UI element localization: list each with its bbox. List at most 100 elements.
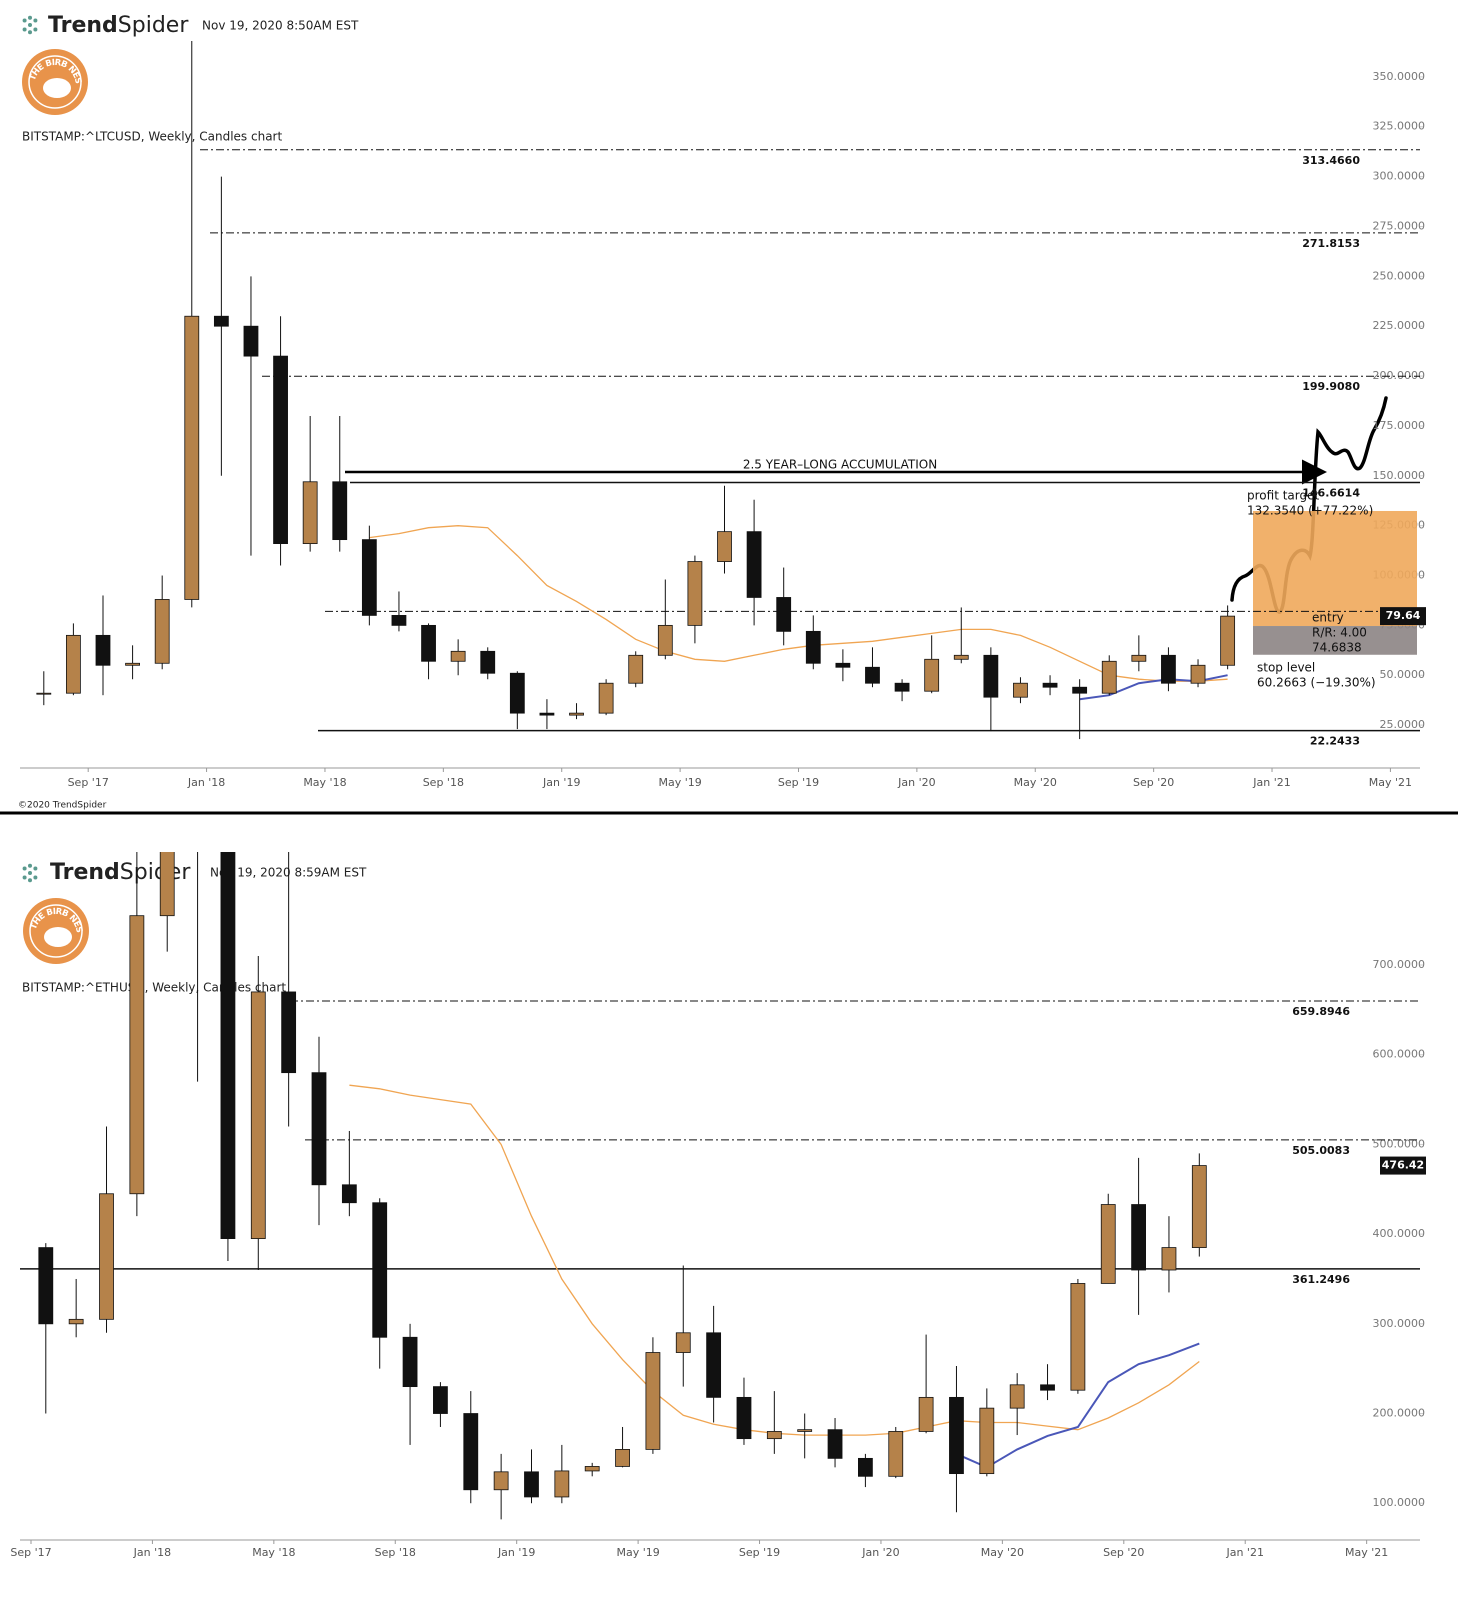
y-tick-label: 25.0000 <box>1380 718 1426 731</box>
candle-body <box>598 682 614 714</box>
candle-body <box>953 654 969 660</box>
plot-area <box>20 852 1420 1520</box>
icon-dot <box>22 875 27 880</box>
candle-body <box>68 1318 84 1325</box>
candle-body <box>657 624 673 656</box>
candle-body <box>281 991 297 1074</box>
icon-dot <box>28 15 32 20</box>
y-tick-label: 300.0000 <box>1373 170 1426 183</box>
candle-body <box>1161 654 1176 684</box>
level-label: 22.2433 <box>1310 735 1360 748</box>
icon-dot <box>33 18 38 23</box>
candle-body <box>302 481 318 545</box>
brand: TrendSpider <box>50 860 191 885</box>
candle-body <box>402 1336 418 1388</box>
logo-bird <box>43 78 71 98</box>
candle-body <box>554 1470 570 1498</box>
x-tick-label: May '19 <box>616 1546 659 1559</box>
x-tick-label: May '19 <box>658 776 701 789</box>
x-tick-label: May '21 <box>1369 776 1412 789</box>
logo-bird <box>44 927 72 947</box>
position-label: stop level <box>1257 661 1315 675</box>
x-tick-label: Jan '20 <box>861 1546 899 1559</box>
candle-body <box>766 1431 782 1440</box>
candle-body <box>894 682 910 692</box>
candle-body <box>463 1413 479 1491</box>
y-tick-label: 200.0000 <box>1373 1407 1426 1420</box>
y-tick-label: 350.0000 <box>1373 70 1426 83</box>
candle-body <box>675 1332 691 1353</box>
candle-body <box>493 1471 509 1491</box>
stop-zone <box>1253 626 1417 655</box>
icon-dot <box>22 18 27 23</box>
symbol-label: BITSTAMP:^ETHUSD, Weekly, Candles chart <box>22 981 286 995</box>
candle-body <box>797 1429 813 1432</box>
candle-body <box>924 658 940 692</box>
brand-bold: Trend <box>48 13 118 38</box>
x-tick-label: Sep '17 <box>10 1546 51 1559</box>
level-label: 361.2496 <box>1292 1273 1350 1286</box>
timestamp: Nov 19, 2020 8:50AM EST <box>202 19 359 33</box>
candle-body <box>1072 686 1088 694</box>
candle-body <box>1220 615 1236 666</box>
candle-body <box>615 1449 630 1467</box>
candle-body <box>65 634 81 694</box>
brand-light: Spider <box>120 860 192 885</box>
moving-average <box>369 525 1228 682</box>
candle-body <box>480 650 496 674</box>
candle-body <box>391 615 407 626</box>
candle-body <box>243 325 259 357</box>
candle-body <box>584 1466 600 1472</box>
y-tick-label: 500.0000 <box>1373 1137 1426 1150</box>
brand-icon <box>22 15 38 35</box>
candle-body <box>1190 664 1206 684</box>
icon-dot <box>28 878 32 883</box>
candle-body <box>361 539 377 616</box>
level-label: 505.0083 <box>1292 1144 1350 1157</box>
candle-body <box>433 1386 448 1414</box>
candle-body <box>250 991 266 1240</box>
y-tick-label: 700.0000 <box>1373 958 1426 971</box>
candle-body <box>524 1471 539 1498</box>
candle-body <box>776 597 792 632</box>
y-tick-label: 600.0000 <box>1373 1048 1426 1061</box>
candle-body <box>129 915 145 1195</box>
level-label: 659.8946 <box>1292 1005 1350 1018</box>
candle-body <box>1042 682 1058 688</box>
annotation: 2.5 YEAR–LONG ACCUMULATION <box>743 458 937 472</box>
position-label: 74.6838 <box>1312 641 1362 655</box>
candle-body <box>421 624 436 662</box>
icon-dot <box>28 871 32 875</box>
x-tick-label: May '20 <box>1014 776 1057 789</box>
candle-body <box>888 1431 904 1477</box>
candle-body <box>628 654 644 684</box>
candle-body <box>1013 682 1028 698</box>
candle-body <box>311 1072 327 1186</box>
candle-body <box>865 666 880 684</box>
candle-body <box>184 315 200 600</box>
position-label: R/R: 4.00 <box>1312 626 1367 640</box>
candle-body <box>1161 1247 1177 1271</box>
icon-dot <box>22 27 27 32</box>
position-label: profit target <box>1247 489 1319 503</box>
logo-inner <box>28 55 82 109</box>
x-tick-label: Jan '21 <box>1252 776 1290 789</box>
candle-body <box>706 1332 722 1398</box>
level-label: 271.8153 <box>1302 237 1360 250</box>
candle-body <box>509 672 525 714</box>
x-tick-label: Jan '18 <box>133 1546 171 1559</box>
candle-body <box>213 315 229 327</box>
icon-dot <box>33 875 38 880</box>
x-tick-label: Sep '17 <box>68 776 109 789</box>
plot-area <box>36 40 1420 740</box>
y-tick-label: 225.0000 <box>1373 319 1426 332</box>
candle-body <box>717 531 732 562</box>
candle-body <box>154 599 170 664</box>
candle-body <box>125 662 140 666</box>
candle-body <box>450 650 466 662</box>
candle-body <box>835 662 851 668</box>
icon-dot <box>33 866 38 871</box>
candle-body <box>159 852 175 917</box>
candle-body <box>569 712 584 716</box>
